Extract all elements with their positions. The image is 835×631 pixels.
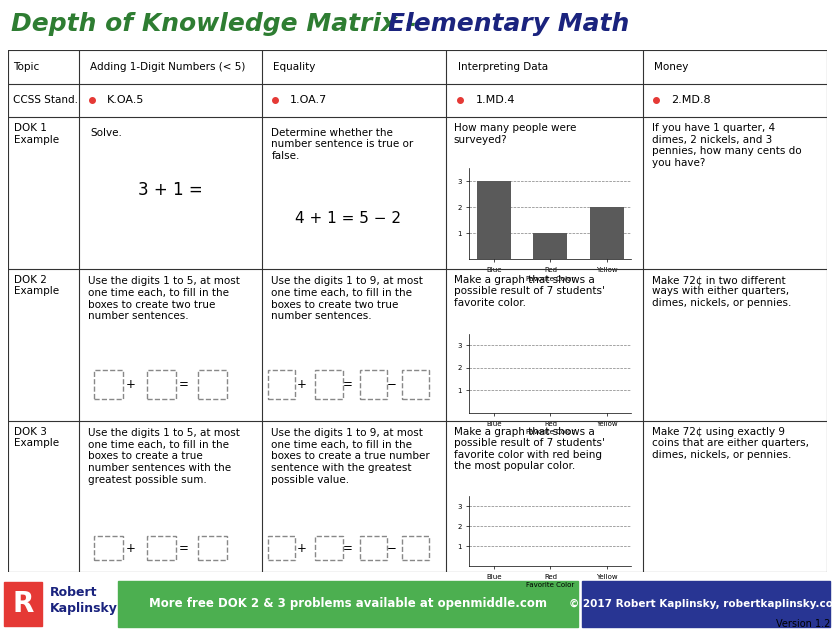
Text: Equality: Equality xyxy=(273,62,316,72)
Text: 1.MD.4: 1.MD.4 xyxy=(475,95,515,105)
X-axis label: Favorite Color: Favorite Color xyxy=(526,276,574,281)
Text: Make 72¢ in two different
ways with either quarters,
dimes, nickels, or pennies.: Make 72¢ in two different ways with eith… xyxy=(652,275,792,308)
Text: +: + xyxy=(296,541,306,555)
Text: =: = xyxy=(179,541,189,555)
Text: More free DOK 2 & 3 problems available at openmiddle.com: More free DOK 2 & 3 problems available a… xyxy=(149,597,547,610)
Bar xyxy=(590,207,624,259)
Text: −: − xyxy=(387,541,397,555)
Text: Determine whether the
number sentence is true or
false.: Determine whether the number sentence is… xyxy=(271,127,413,161)
Text: Use the digits 1 to 9, at most
one time each, to fill in the
boxes to create two: Use the digits 1 to 9, at most one time … xyxy=(271,276,423,321)
Bar xyxy=(582,581,830,627)
Text: DOK 3
Example: DOK 3 Example xyxy=(14,427,59,448)
Text: 1.OA.7: 1.OA.7 xyxy=(290,95,327,105)
Text: Version 1.2: Version 1.2 xyxy=(776,619,830,629)
Text: +: + xyxy=(296,379,306,391)
Bar xyxy=(477,181,511,259)
Bar xyxy=(118,581,578,627)
Text: Robert: Robert xyxy=(50,586,98,599)
FancyBboxPatch shape xyxy=(198,370,227,399)
Text: 4 + 1 = 5 − 2: 4 + 1 = 5 − 2 xyxy=(296,211,402,226)
Text: +: + xyxy=(125,379,135,391)
Text: © 2017 Robert Kaplinsky, robertkaplinsky.com: © 2017 Robert Kaplinsky, robertkaplinsky… xyxy=(569,599,835,609)
Text: K.OA.5: K.OA.5 xyxy=(106,95,144,105)
Bar xyxy=(4,582,42,626)
Text: Make a graph that shows a
possible result of 7 students'
favorite color.: Make a graph that shows a possible resul… xyxy=(453,275,605,308)
FancyBboxPatch shape xyxy=(268,370,296,399)
FancyBboxPatch shape xyxy=(198,536,227,560)
FancyBboxPatch shape xyxy=(360,536,387,560)
Text: Money: Money xyxy=(655,62,689,72)
X-axis label: Favorite Color: Favorite Color xyxy=(526,429,574,435)
FancyBboxPatch shape xyxy=(316,370,343,399)
Text: Adding 1-Digit Numbers (< 5): Adding 1-Digit Numbers (< 5) xyxy=(90,62,245,72)
FancyBboxPatch shape xyxy=(402,536,429,560)
FancyBboxPatch shape xyxy=(94,536,123,560)
Text: Make a graph that shows a
possible result of 7 students'
favorite color with red: Make a graph that shows a possible resul… xyxy=(453,427,605,471)
FancyBboxPatch shape xyxy=(360,370,387,399)
Text: Use the digits 1 to 9, at most
one time each, to fill in the
boxes to create a t: Use the digits 1 to 9, at most one time … xyxy=(271,428,430,485)
FancyBboxPatch shape xyxy=(268,536,296,560)
Text: DOK 1
Example: DOK 1 Example xyxy=(14,123,59,144)
FancyBboxPatch shape xyxy=(94,370,123,399)
X-axis label: Favorite Color: Favorite Color xyxy=(526,582,574,589)
Text: Interpreting Data: Interpreting Data xyxy=(458,62,548,72)
Text: Use the digits 1 to 5, at most
one time each, to fill in the
boxes to create two: Use the digits 1 to 5, at most one time … xyxy=(88,276,240,321)
Bar xyxy=(534,233,568,259)
Text: Elementary Math: Elementary Math xyxy=(388,11,630,36)
Text: If you have 1 quarter, 4
dimes, 2 nickels, and 3
pennies, how many cents do
you : If you have 1 quarter, 4 dimes, 2 nickel… xyxy=(652,123,802,168)
FancyBboxPatch shape xyxy=(147,370,176,399)
FancyBboxPatch shape xyxy=(147,536,176,560)
Text: =: = xyxy=(179,379,189,391)
Text: =: = xyxy=(342,541,352,555)
FancyBboxPatch shape xyxy=(316,536,343,560)
Text: −: − xyxy=(387,379,397,391)
Text: 2.MD.8: 2.MD.8 xyxy=(671,95,711,105)
Text: DOK 2
Example: DOK 2 Example xyxy=(14,275,59,297)
Text: Use the digits 1 to 5, at most
one time each, to fill in the
boxes to create a t: Use the digits 1 to 5, at most one time … xyxy=(88,428,240,485)
Text: Topic: Topic xyxy=(13,62,39,72)
Text: Kaplinsky: Kaplinsky xyxy=(50,602,118,615)
Text: How many people were
surveyed?: How many people were surveyed? xyxy=(453,123,576,144)
Text: 3 + 1 =: 3 + 1 = xyxy=(138,181,202,199)
FancyBboxPatch shape xyxy=(402,370,429,399)
Text: +: + xyxy=(125,541,135,555)
Text: R: R xyxy=(13,590,33,618)
Text: Depth of Knowledge Matrix -: Depth of Knowledge Matrix - xyxy=(11,11,425,36)
Text: Make 72¢ using exactly 9
coins that are either quarters,
dimes, nickels, or penn: Make 72¢ using exactly 9 coins that are … xyxy=(652,427,809,460)
Text: CCSS Stand.: CCSS Stand. xyxy=(13,95,78,105)
Text: =: = xyxy=(342,379,352,391)
Text: Solve.: Solve. xyxy=(90,127,122,138)
